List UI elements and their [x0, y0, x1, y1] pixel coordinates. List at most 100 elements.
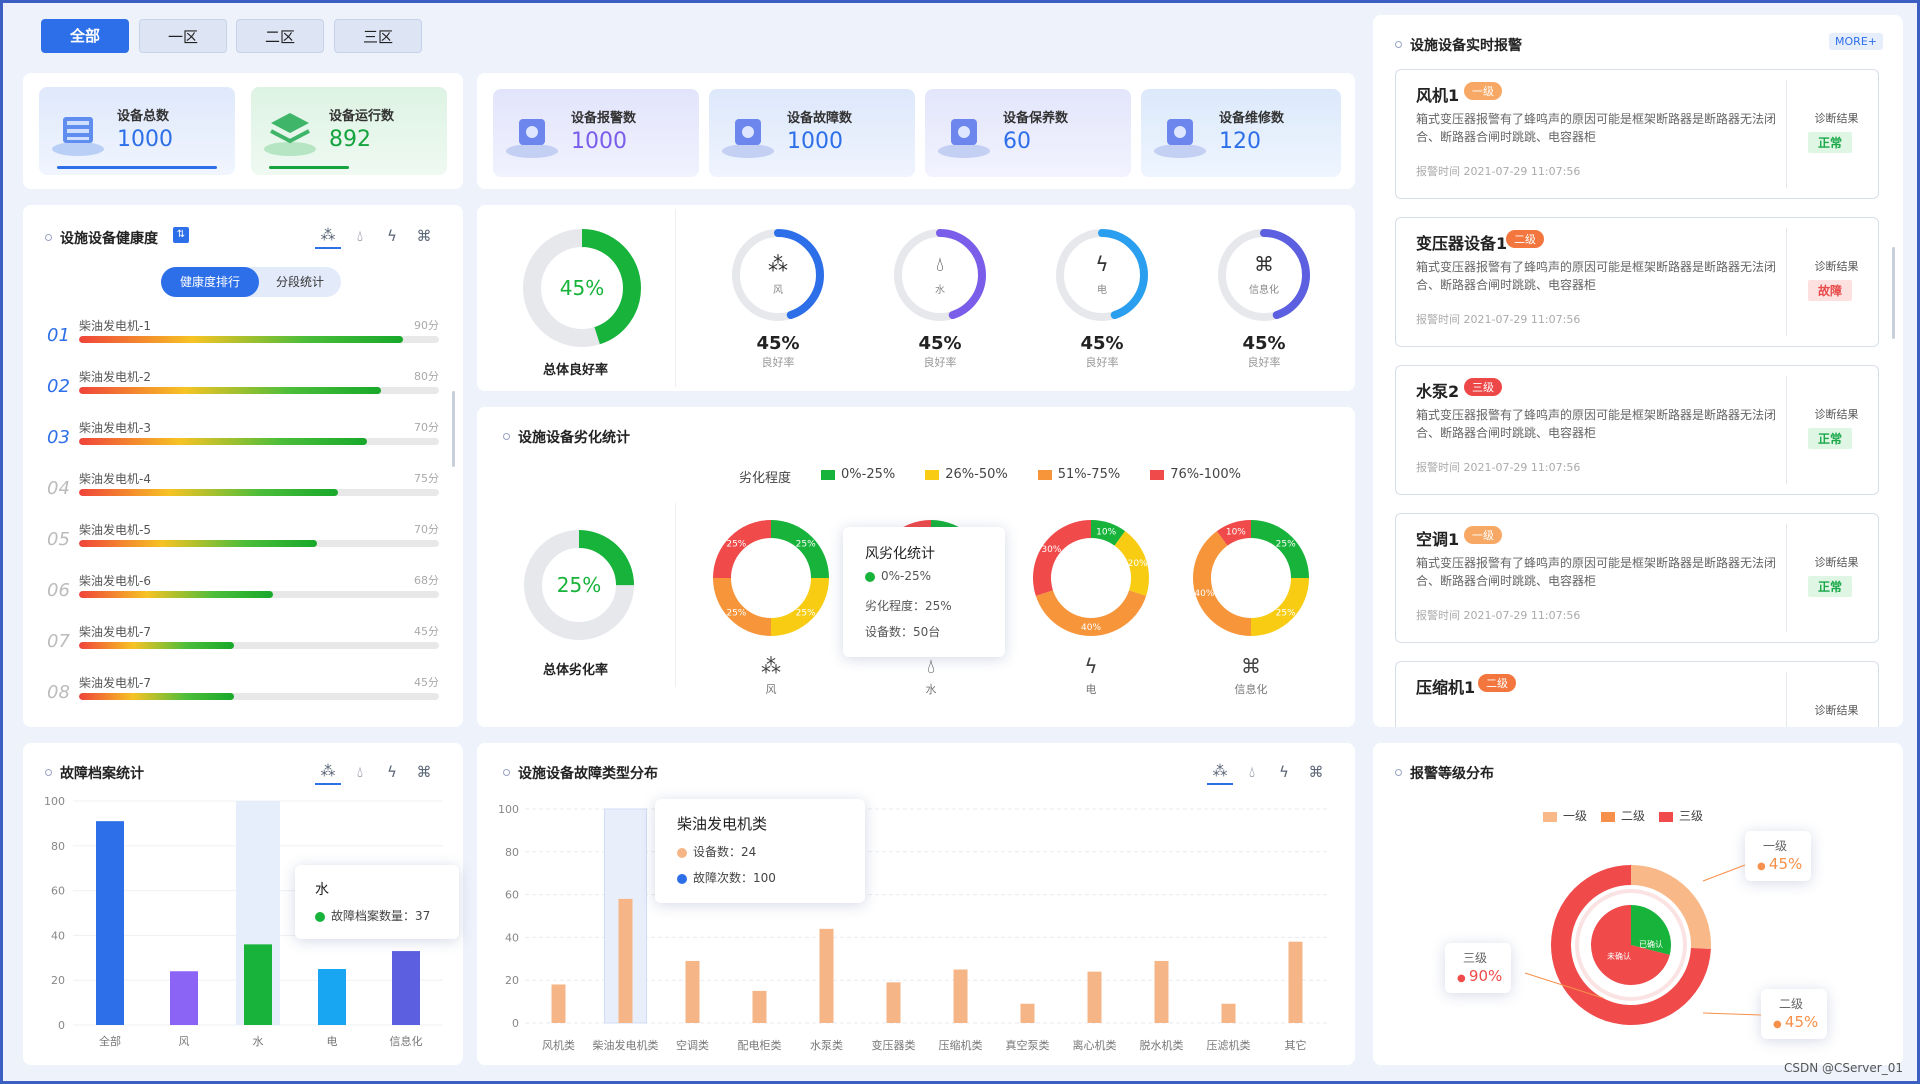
donut-slice-label: 40% [1081, 623, 1101, 633]
power-icon[interactable]: ϟ [1084, 654, 1098, 678]
alarm-description: 箱式变压器报警有了蜂鸣声的原因可能是框架断路器是断路器无法闭合、断路器合闸时跳跳… [1416, 112, 1777, 144]
gauge-info[interactable]: ⌘ 信息化 45% 良好率 [1209, 225, 1319, 370]
alarm-card[interactable]: 风机1 一级 箱式变压器报警有了蜂鸣声的原因可能是框架断路器是断路器无法闭合、断路器… [1395, 69, 1879, 199]
info-icon[interactable]: ⌘ [1241, 654, 1261, 678]
water-icon[interactable]: 💧︎ [927, 654, 935, 678]
health-device-name: 柴油发电机-1 [79, 319, 151, 333]
alarm-card[interactable]: 变压器设备1 二级 箱式变压器报警有了蜂鸣声的原因可能是框架断路器是断路器无法闭合、… [1395, 217, 1879, 347]
y-tick: 40 [505, 931, 519, 944]
health-bar-track [79, 591, 439, 598]
info-icon: ⌘ [1254, 252, 1274, 276]
tab-zone-3[interactable]: 三区 [334, 19, 422, 53]
degrade-donut[interactable]: 10% 20% 40% 30% [1029, 516, 1153, 640]
degrade-donut[interactable]: 25% 25% 40% 10% [1189, 516, 1313, 640]
water-icon[interactable]: 💧︎ [356, 763, 363, 781]
gauge-power[interactable]: ϟ 电 45% 良好率 [1047, 225, 1157, 370]
degrade-legend-item[interactable]: 51%-75% [1037, 467, 1120, 486]
stat-fault: 设备故障数 1000 [709, 89, 915, 177]
tab-zone-2[interactable]: 二区 [236, 19, 324, 53]
health-row[interactable]: 01 柴油发电机-1 90分 [43, 317, 445, 357]
wind-icon[interactable]: ⁂ [1207, 759, 1233, 785]
health-rank-button[interactable]: 健康度排行 [161, 267, 259, 297]
callout-dot: ● [1457, 973, 1469, 984]
wind-icon[interactable]: ⁂ [761, 654, 781, 678]
donut-slice-label: 25% [1276, 539, 1296, 549]
health-scrollbar[interactable] [452, 391, 455, 467]
health-row[interactable]: 04 柴油发电机-4 75分 [43, 470, 445, 510]
overall-degrade-gauge: 25% [524, 530, 634, 640]
gauge-ring: 💧︎ 水 [894, 229, 986, 321]
health-row[interactable]: 02 柴油发电机-2 80分 [43, 368, 445, 408]
alarm-level-legend-item[interactable]: 三级 [1659, 807, 1703, 824]
info-icon[interactable]: ⌘ [416, 227, 432, 245]
alarm-level-legend-item[interactable]: 一级 [1543, 807, 1587, 824]
health-bar-fill [79, 693, 234, 700]
y-tick: 60 [505, 889, 519, 902]
health-rank: 02 [47, 376, 70, 397]
health-row[interactable]: 07 柴油发电机-7 45分 [43, 623, 445, 663]
alarm-card[interactable]: 水泵2 三级 箱式变压器报警有了蜂鸣声的原因可能是框架断路器是断路器无法闭合、断路器… [1395, 365, 1879, 495]
y-tick: 40 [51, 929, 65, 942]
x-tick: 水 [253, 1035, 264, 1048]
degrade-donut[interactable]: 25% 25% 25% 25% [709, 516, 833, 640]
gauge-name: 风 [773, 284, 783, 296]
water-icon[interactable]: 💧︎ [1248, 763, 1255, 781]
info-icon[interactable]: ⌘ [416, 763, 432, 781]
degrade-legend-item[interactable]: 0%-25% [821, 467, 895, 486]
y-tick: 100 [44, 795, 65, 808]
tab-all[interactable]: 全部 [41, 19, 129, 53]
alarm-level-badge: 一级 [1464, 82, 1502, 100]
donut-slice [1114, 531, 1149, 596]
callout-name: 二级 [1779, 997, 1804, 1011]
power-icon[interactable]: ϟ [387, 763, 397, 781]
tab-zone-1[interactable]: 一区 [139, 19, 227, 53]
wind-icon[interactable]: ⁂ [315, 759, 341, 785]
health-rank: 03 [47, 427, 70, 448]
power-icon[interactable]: ϟ [387, 227, 397, 245]
power-icon[interactable]: ϟ [1279, 763, 1289, 781]
gauge-wind[interactable]: ⁂ 风 45% 良好率 [723, 225, 833, 370]
x-tick: 风机类 [542, 1038, 575, 1052]
info-icon[interactable]: ⌘ [1308, 763, 1324, 781]
health-device-name: 柴油发电机-3 [79, 421, 151, 435]
gauge-water[interactable]: 💧︎ 水 45% 良好率 [885, 225, 995, 370]
gauge-pct: 45% [918, 333, 962, 354]
donut-slice [713, 578, 771, 636]
water-icon[interactable]: 💧︎ [356, 227, 363, 245]
stat-maintain-value: 60 [1003, 129, 1031, 154]
alarm-more-link[interactable]: MORE+ [1829, 33, 1883, 50]
health-bar-track [79, 438, 439, 445]
health-score: 70分 [414, 523, 439, 536]
fault-type-chart: 020406080100风机类 柴油发电机类 空调类 配电柜类 水泵类 变压器类 压缩机类真… [498, 803, 1329, 1052]
wind-icon[interactable]: ⁂ [315, 223, 341, 249]
stat-running: 设备运行数 892 [251, 87, 447, 175]
health-row[interactable]: 05 柴油发电机-5 70分 [43, 521, 445, 561]
health-segment-button[interactable]: 分段统计 [275, 275, 324, 289]
health-rank: 01 [47, 325, 70, 346]
alarm-time: 报警时间 2021-07-29 11:07:56 [1416, 461, 1581, 474]
degrade-legend-item[interactable]: 76%-100% [1150, 467, 1241, 486]
bar [618, 898, 633, 1023]
health-row[interactable]: 06 柴油发电机-6 68分 [43, 572, 445, 612]
legend-label: 二级 [1621, 809, 1646, 823]
health-row[interactable]: 08 柴油发电机-7 45分 [43, 674, 445, 714]
gauge-ring: ⌘ 信息化 [1218, 229, 1310, 321]
alarm-scrollbar[interactable] [1892, 247, 1895, 339]
degrade-legend-item[interactable]: 26%-50% [925, 467, 1008, 486]
gauge-ring: ⁂风 [732, 229, 824, 321]
alarm-card[interactable]: 压缩机1 二级 诊断结果 [1395, 661, 1879, 727]
health-bar-track [79, 336, 439, 343]
fault-archive-title: 故障档案统计 [45, 763, 144, 783]
x-tick: 全部 [99, 1034, 121, 1048]
health-row[interactable]: 03 柴油发电机-3 70分 [43, 419, 445, 459]
health-rank: 04 [47, 478, 70, 499]
fault-device-icon [722, 119, 774, 158]
legend-label: 一级 [1563, 809, 1588, 823]
health-toggle: 健康度排行 分段统计 [161, 267, 341, 297]
alarm-card[interactable]: 空调1 一级 箱式变压器报警有了蜂鸣声的原因可能是框架断路器是断路器无法闭合、断路器… [1395, 513, 1879, 643]
gauge-sub: 良好率 [1085, 356, 1119, 369]
power-icon: ϟ [1095, 252, 1108, 276]
alarm-level-legend-item[interactable]: 二级 [1601, 807, 1645, 824]
bar [819, 928, 834, 1023]
donut-slice-label: 30% [1041, 545, 1061, 555]
